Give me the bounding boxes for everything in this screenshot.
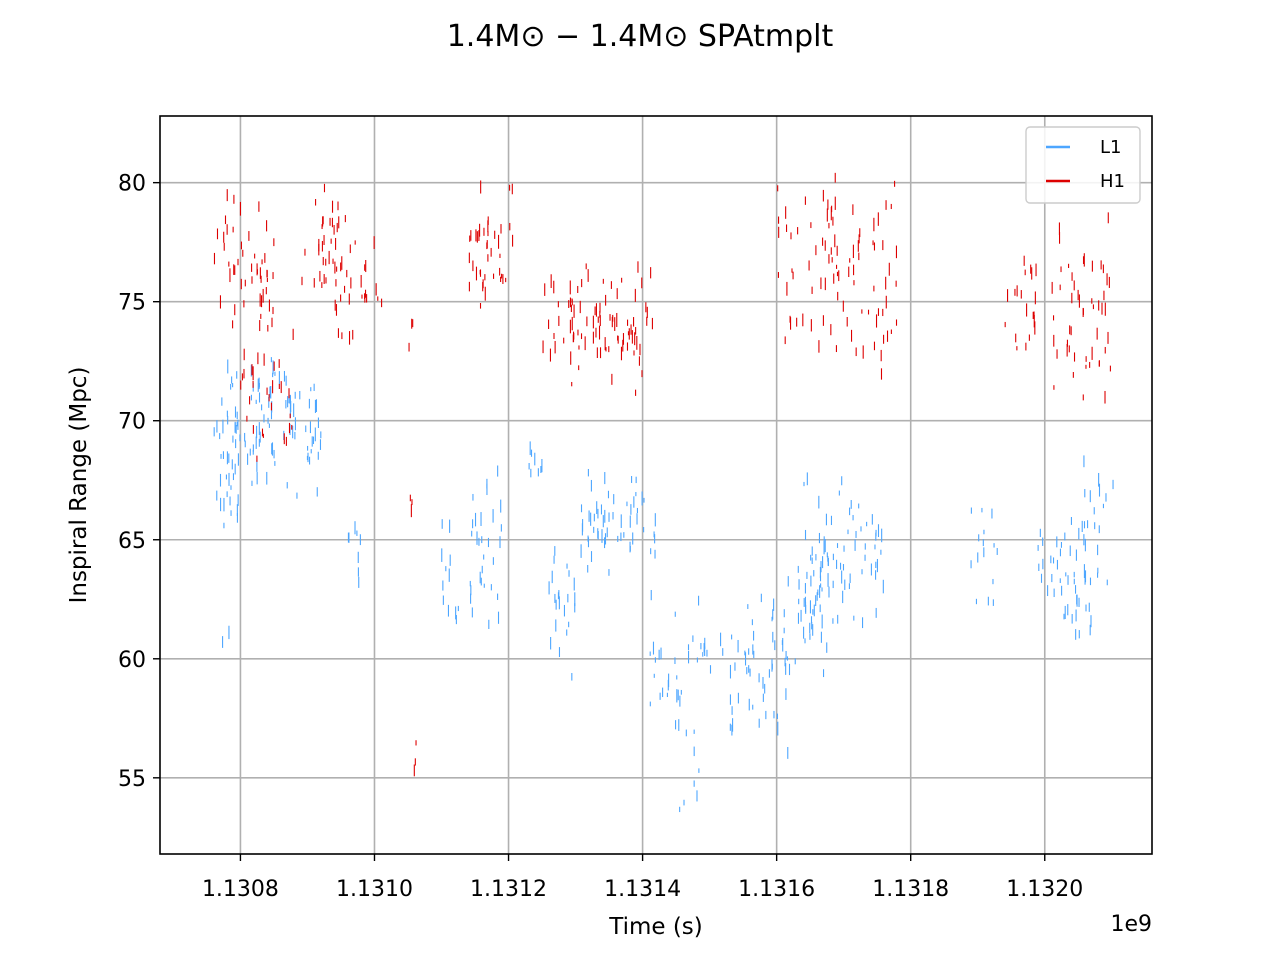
grid [160,116,1152,854]
series-h1 [213,172,1111,777]
x-tick-label: 1.1310 [336,877,413,902]
chart-title: 1.4M⊙ − 1.4M⊙ SPAtmplt [447,19,834,54]
series-l1 [213,357,1114,813]
plot-frame [159,115,1153,855]
legend: L1 H1 [1025,126,1141,204]
y-tick-label: 70 [118,410,146,435]
x-axis: 1.1308 1.1310 1.1312 1.1314 1.1316 1.1318 1.13… [202,854,1083,902]
y-tick-label: 60 [118,648,146,673]
legend-label-l1: L1 [1100,137,1121,158]
y-axis: 55 60 65 70 75 80 [118,172,160,792]
x-tick-label: 1.1316 [738,877,815,902]
x-tick-label: 1.1312 [470,877,547,902]
y-tick-label: 75 [118,291,146,316]
y-tick-label: 65 [118,529,146,554]
y-tick-label: 55 [118,767,146,792]
x-tick-label: 1.1308 [202,877,279,902]
y-tick-label: 80 [118,172,146,197]
legend-label-h1: H1 [1100,171,1125,192]
x-tick-label: 1.1314 [604,877,681,902]
x-offset-label: 1e9 [1110,912,1152,937]
x-tick-label: 1.1320 [1006,877,1083,902]
series-layer [213,172,1114,813]
x-axis-label: Time (s) [608,914,703,940]
y-axis-label: Inspiral Range (Mpc) [66,367,92,604]
x-tick-label: 1.1318 [872,877,949,902]
